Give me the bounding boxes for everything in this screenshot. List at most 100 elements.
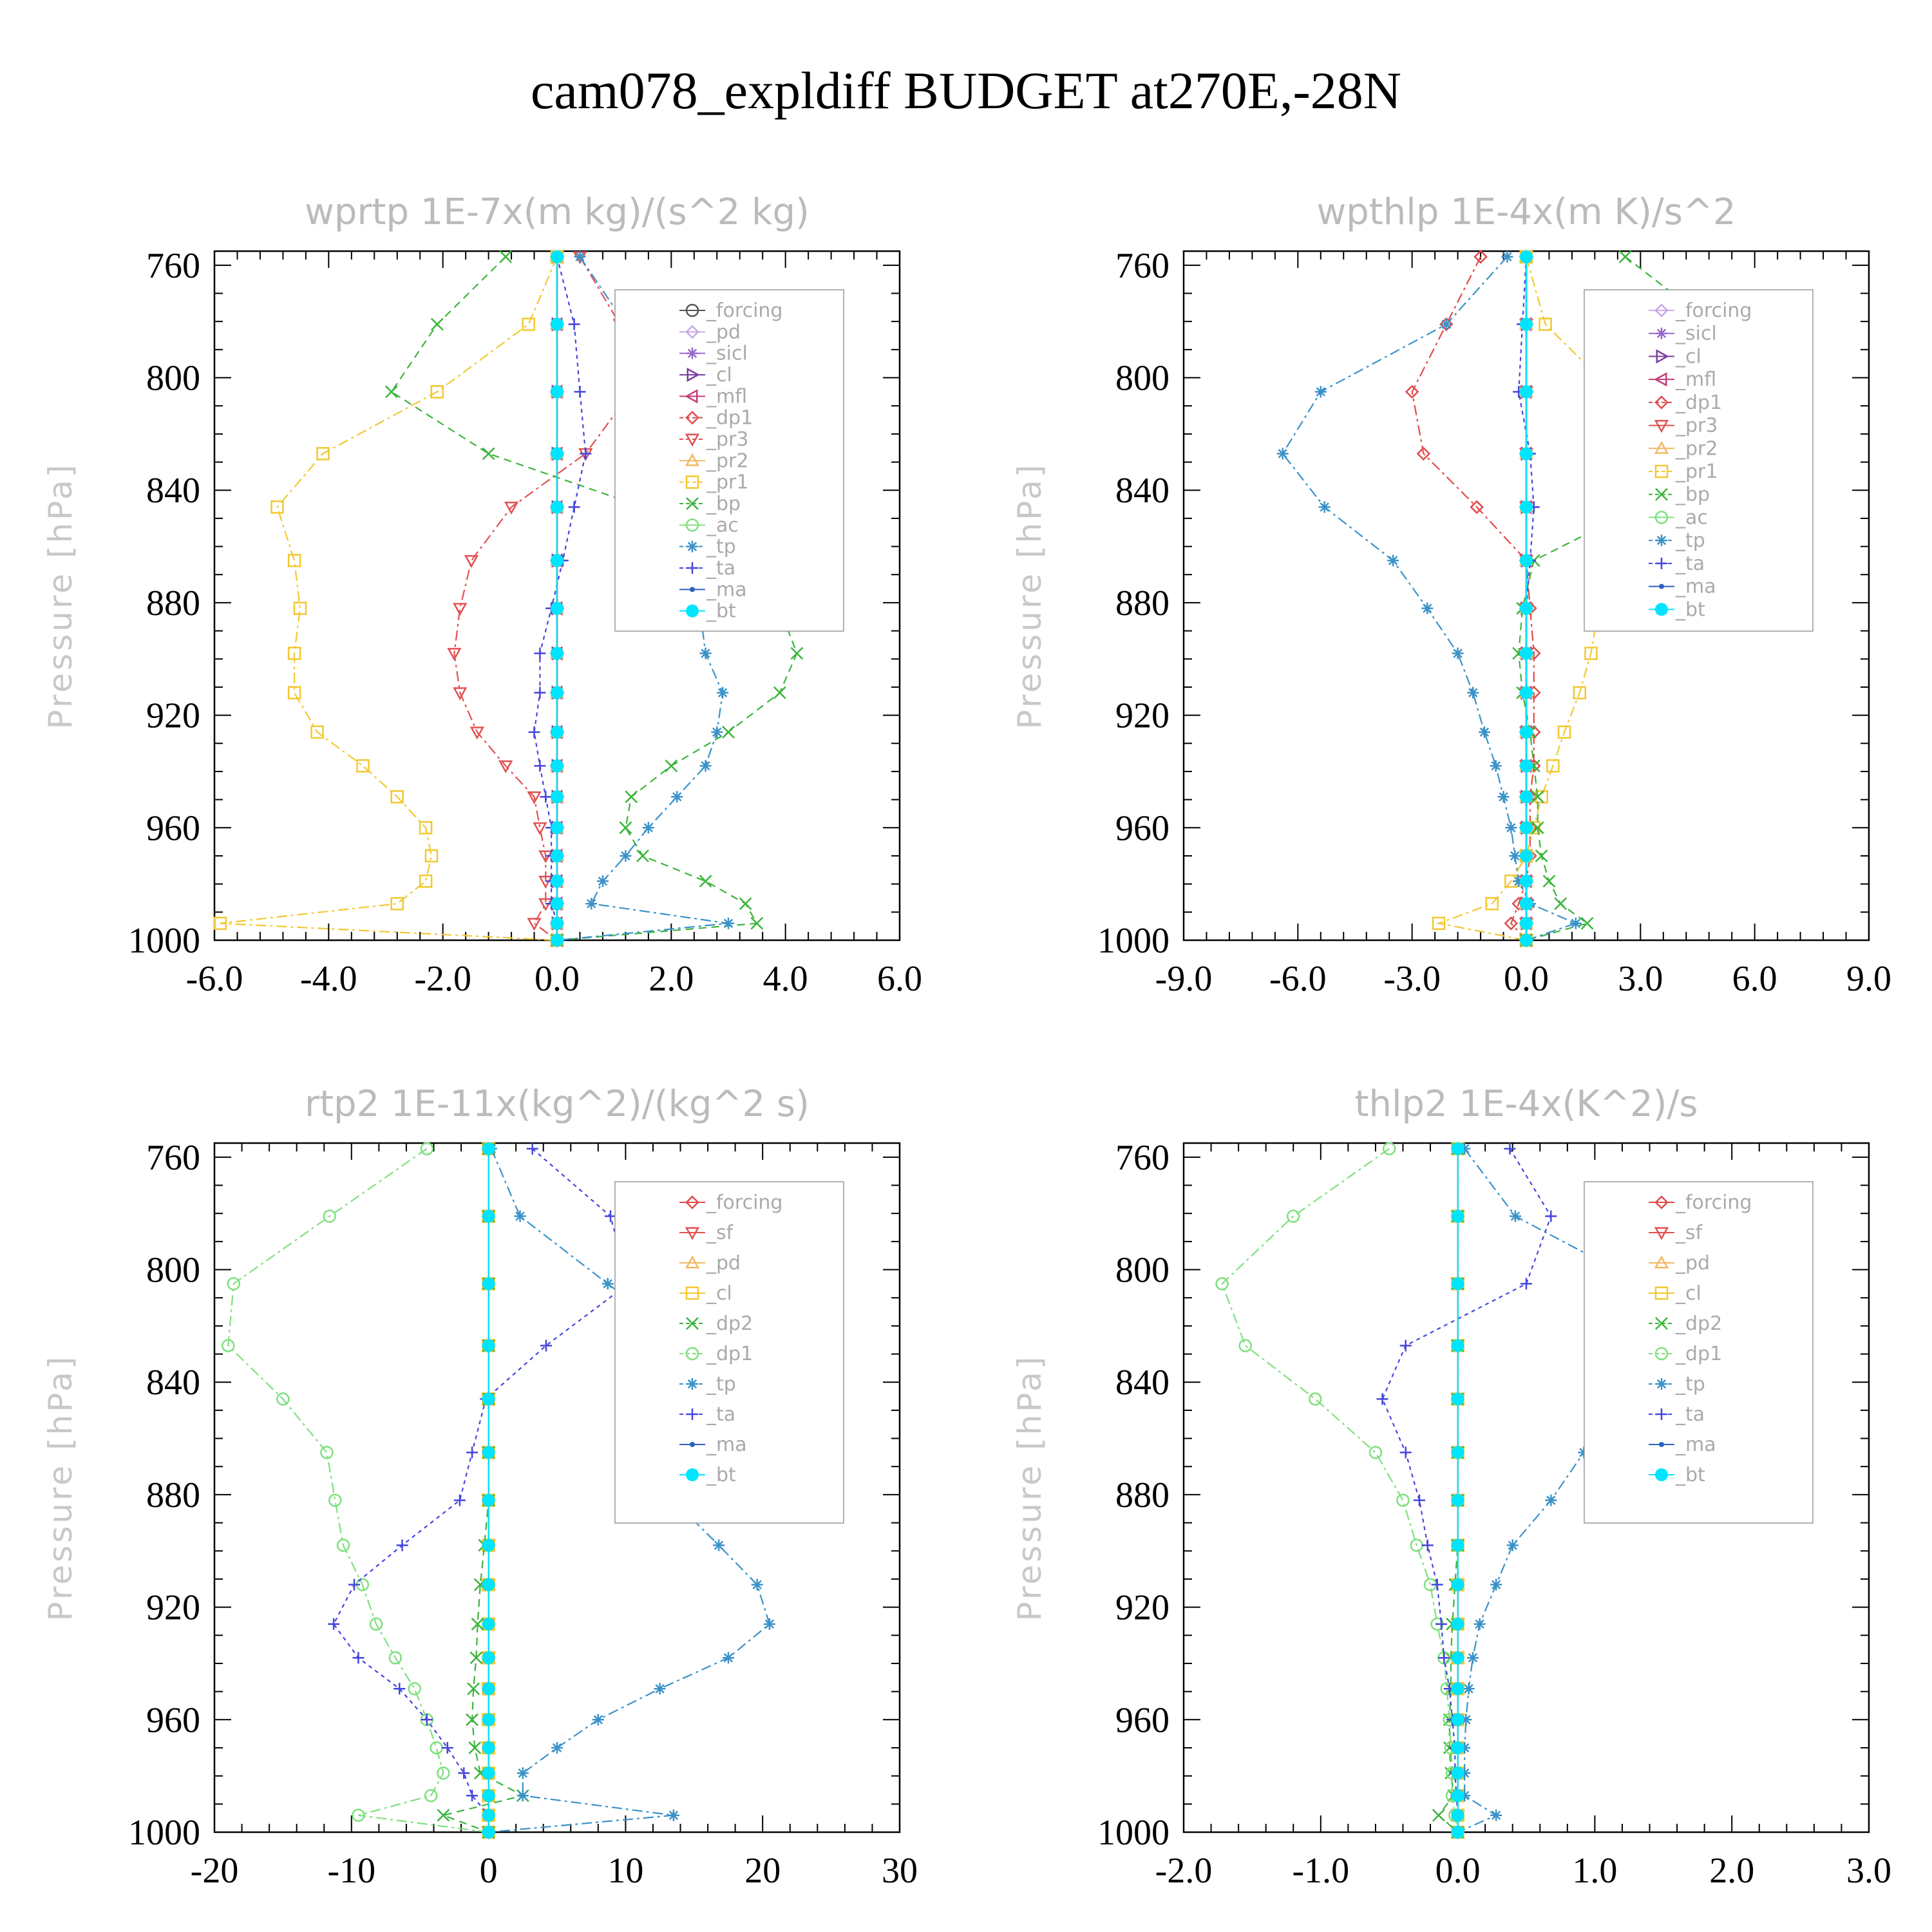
data-point bbox=[1473, 249, 1488, 264]
data-point bbox=[551, 725, 564, 739]
chart-panel-2: wpthlp 1E-4x(m K)/s^2 Pressure [hPa] 760 80… bbox=[1011, 191, 1891, 999]
data-point bbox=[420, 1142, 434, 1155]
legend-marker bbox=[690, 587, 695, 592]
data-point bbox=[348, 1578, 361, 1591]
data-point bbox=[620, 849, 632, 862]
x-tick-label: -2.0 bbox=[414, 959, 471, 999]
data-point bbox=[667, 1809, 679, 1821]
legend-label: _sicl bbox=[706, 343, 748, 365]
data-point bbox=[522, 317, 535, 331]
data-point bbox=[222, 1339, 235, 1352]
legend-item: _sf bbox=[1649, 1222, 1703, 1244]
legend-item: _ma bbox=[679, 1434, 747, 1456]
y-tick-label: 920 bbox=[146, 1588, 200, 1628]
data-point bbox=[393, 1683, 406, 1695]
data-point bbox=[499, 250, 513, 263]
data-point bbox=[723, 917, 734, 929]
data-point bbox=[1535, 790, 1548, 804]
x-tick-label: -2.0 bbox=[1155, 1851, 1213, 1891]
legend-marker bbox=[1654, 1227, 1669, 1240]
x-tick-label: 30 bbox=[882, 1851, 918, 1891]
data-point bbox=[1504, 916, 1519, 931]
series-line bbox=[440, 1148, 525, 1833]
data-point bbox=[482, 1713, 495, 1727]
legend-item: _ta bbox=[679, 1403, 735, 1426]
x-tick-label: -9.0 bbox=[1155, 959, 1213, 999]
data-point bbox=[419, 821, 433, 835]
data-point bbox=[1435, 1618, 1448, 1630]
data-point bbox=[1546, 759, 1560, 773]
data-point bbox=[1473, 1618, 1486, 1630]
legend-label: _ta bbox=[1675, 1403, 1705, 1426]
data-point bbox=[790, 647, 804, 660]
legend-item: _dp1 bbox=[679, 407, 753, 430]
legend-label: _tp bbox=[1675, 1373, 1705, 1396]
data-point bbox=[328, 1493, 342, 1507]
data-point bbox=[1501, 251, 1513, 263]
data-point bbox=[1520, 1278, 1532, 1290]
x-tick-label: -6.0 bbox=[186, 959, 243, 999]
legend-marker bbox=[1654, 395, 1669, 410]
legend-label: _pd bbox=[706, 321, 741, 343]
y-tick-label: 1000 bbox=[128, 1813, 200, 1853]
legend-item: _sicl bbox=[679, 343, 748, 365]
legend-marker bbox=[1655, 1317, 1668, 1330]
y-tick-label: 840 bbox=[146, 471, 200, 511]
data-point bbox=[293, 601, 307, 615]
series-bt bbox=[1520, 250, 1533, 947]
legend-label: _dp1 bbox=[706, 407, 753, 430]
data-point bbox=[498, 760, 513, 773]
data-point bbox=[469, 1651, 483, 1665]
series-line bbox=[332, 1148, 629, 1832]
data-point bbox=[739, 897, 752, 911]
legend-marker bbox=[687, 1408, 698, 1420]
legend-marker bbox=[1654, 1286, 1669, 1300]
y-tick-label: 800 bbox=[1115, 1251, 1170, 1291]
data-point bbox=[453, 603, 468, 616]
legend-marker bbox=[1655, 488, 1668, 501]
data-point bbox=[1542, 875, 1556, 888]
data-point bbox=[1451, 1682, 1464, 1696]
data-point bbox=[1309, 1392, 1322, 1406]
series-line bbox=[1457, 1148, 1747, 1833]
data-point bbox=[1520, 934, 1533, 947]
data-point bbox=[471, 1617, 484, 1631]
y-tick-label: 760 bbox=[1115, 1138, 1170, 1178]
data-point bbox=[592, 1714, 604, 1726]
data-point bbox=[551, 554, 564, 567]
data-point bbox=[458, 1767, 470, 1779]
legend-marker bbox=[687, 367, 700, 383]
data-point bbox=[336, 1539, 350, 1552]
legend-label: _tp bbox=[1675, 529, 1705, 552]
data-point bbox=[1286, 1209, 1300, 1223]
legend-item: _forcing bbox=[679, 1191, 782, 1214]
legend-item: _pr2 bbox=[679, 450, 748, 472]
data-point bbox=[1451, 1446, 1464, 1459]
data-point bbox=[1531, 821, 1544, 835]
series-line bbox=[533, 256, 587, 940]
data-point bbox=[551, 686, 564, 699]
data-point bbox=[408, 1682, 421, 1696]
legend-marker bbox=[686, 1468, 699, 1481]
data-point bbox=[534, 760, 546, 772]
legend-label: _pr2 bbox=[706, 450, 748, 472]
data-point bbox=[1569, 917, 1582, 929]
data-point bbox=[1520, 686, 1533, 699]
data-point bbox=[1440, 318, 1452, 330]
data-point bbox=[1451, 1277, 1464, 1291]
data-point bbox=[504, 501, 519, 515]
data-point bbox=[1459, 1142, 1471, 1155]
series-dp1 bbox=[222, 1142, 495, 1839]
data-point bbox=[227, 1277, 241, 1291]
legend-marker bbox=[1656, 1408, 1667, 1420]
y-axis-label: Pressure [hPa] bbox=[42, 462, 79, 730]
data-point bbox=[1451, 1392, 1464, 1406]
legend: _forcing _sf _pd _cl _dp2 _dp1 _tp _ta _ma _bt bbox=[614, 1181, 844, 1524]
legend-item: _ta bbox=[1649, 1403, 1705, 1426]
legend-label: _sf bbox=[706, 1222, 734, 1244]
x-tick-label: 2.0 bbox=[1709, 1851, 1754, 1891]
legend-label: _ta bbox=[706, 557, 735, 580]
plot-frame bbox=[1182, 1142, 1870, 1833]
legend-label: _ta bbox=[1675, 553, 1705, 575]
